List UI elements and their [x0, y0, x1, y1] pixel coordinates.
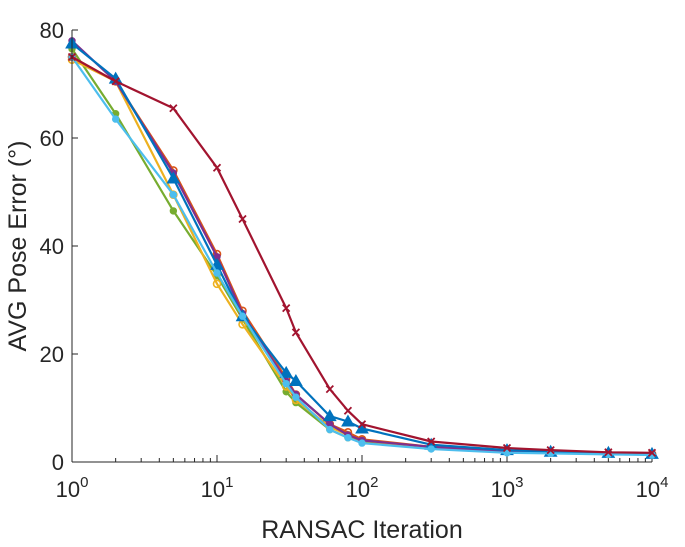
- series-cyan-point: [111, 115, 120, 123]
- series-crimson-point: [343, 406, 353, 415]
- series-green: [68, 45, 656, 459]
- series-cyan-line: [71, 56, 653, 457]
- y-axis-label: AVG Pose Error (°): [4, 141, 32, 352]
- y-tick-labels: 0 20 40 60 80: [40, 18, 64, 475]
- series-green-point: [169, 207, 178, 215]
- y-tick-label: 20: [40, 342, 64, 367]
- series-crimson-point: [546, 445, 555, 455]
- series-blue-point: [322, 409, 337, 422]
- x-tick-exponent: 4: [660, 474, 668, 491]
- series-crimson-point: [238, 214, 247, 224]
- x-tick-base: 10: [346, 477, 370, 502]
- series-crimson-point: [325, 384, 334, 394]
- x-tick-exponent: 2: [370, 474, 378, 491]
- series-crimson-point: [647, 448, 657, 457]
- y-tick-label: 80: [40, 18, 64, 43]
- series-cyan-point: [427, 445, 435, 453]
- series-blue-point: [166, 171, 181, 184]
- series-crimson-point: [427, 437, 436, 446]
- series-yellow-point: [212, 279, 222, 289]
- x-tick-base: 10: [636, 477, 660, 502]
- series-crimson-point: [502, 443, 512, 453]
- series-cyan-point: [326, 425, 334, 434]
- series-blue-point: [279, 365, 294, 378]
- x-tick-label: 104: [636, 474, 669, 502]
- series-crimson-point: [111, 77, 120, 86]
- series-cyan-point: [282, 380, 290, 388]
- series-blue-line: [71, 42, 653, 455]
- y-tick-label: 40: [40, 234, 64, 259]
- series-yellow-line: [71, 58, 653, 456]
- series-cyan: [68, 53, 656, 459]
- axis-ticks: [71, 29, 653, 463]
- y-tick-label: 0: [52, 450, 64, 475]
- x-tick-label: 102: [346, 474, 379, 502]
- series-crimson-line: [71, 56, 653, 454]
- x-tick-label: 100: [56, 474, 89, 502]
- x-tick-labels: 100 101 102 103 104: [56, 474, 669, 502]
- series-cyan-point: [213, 269, 221, 277]
- series-cyan-point: [292, 393, 300, 401]
- series-green-line: [71, 48, 653, 456]
- series-crimson-point: [357, 420, 367, 429]
- series-crimson: [67, 52, 657, 457]
- series-yellow: [67, 55, 657, 459]
- series-crimson-point: [212, 163, 222, 172]
- axes: [71, 30, 652, 463]
- y-tick-label: 60: [40, 126, 64, 151]
- series-crimson-point: [604, 448, 613, 457]
- series-blue-point: [289, 373, 303, 386]
- x-tick-label: 103: [491, 474, 524, 502]
- x-tick-label: 101: [201, 474, 234, 502]
- series-orange-line: [71, 56, 653, 455]
- x-tick-base: 10: [491, 477, 515, 502]
- x-tick-base: 10: [56, 477, 80, 502]
- series-cyan-point: [344, 434, 352, 442]
- x-tick-exponent: 0: [80, 474, 88, 491]
- x-axis-label: RANSAC Iteration: [261, 516, 462, 544]
- series-cyan-point: [169, 191, 178, 199]
- x-tick-base: 10: [201, 477, 225, 502]
- series-cyan-point: [238, 312, 247, 320]
- series-layer: [65, 36, 659, 459]
- x-tick-exponent: 1: [225, 474, 233, 491]
- series-crimson-point: [291, 328, 301, 337]
- series-cyan-point: [358, 439, 366, 447]
- series-crimson-point: [282, 303, 291, 313]
- x-tick-exponent: 3: [515, 474, 523, 491]
- series-crimson-point: [169, 104, 178, 113]
- series-cyan-point: [503, 449, 511, 457]
- series-blue-point: [341, 414, 355, 427]
- series-orange: [67, 52, 657, 459]
